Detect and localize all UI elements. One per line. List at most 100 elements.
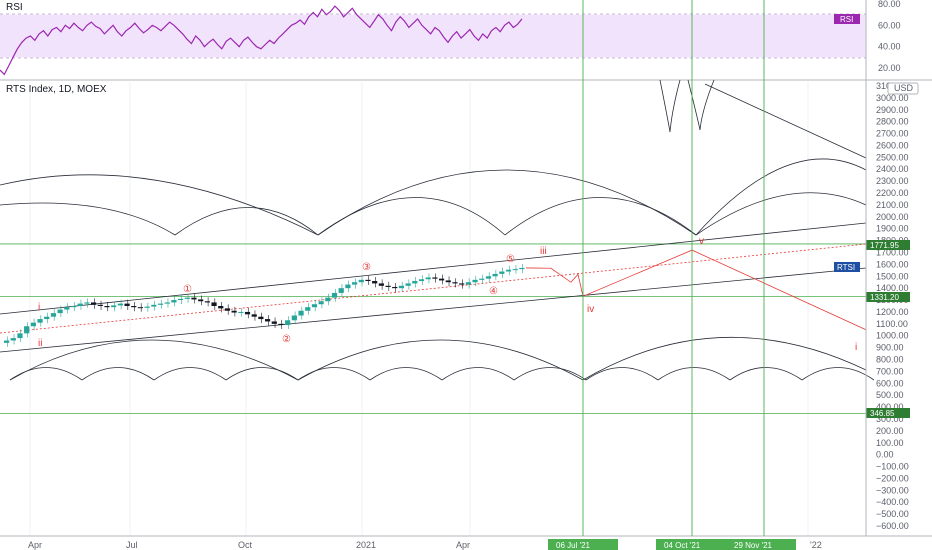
- candle-body: [238, 311, 244, 313]
- rtsi-badge: [834, 262, 860, 272]
- price-tick: 2000.00: [876, 212, 909, 222]
- price-tick: 2200.00: [876, 188, 909, 198]
- x-label-jul: Jul: [126, 540, 138, 550]
- candle-body: [325, 297, 331, 302]
- price-tick: 1500.00: [876, 271, 909, 281]
- wave-iii: iii: [540, 246, 547, 257]
- candle-body: [117, 303, 123, 306]
- level-badge-high-label: 1771.95: [870, 241, 899, 250]
- candle-body: [37, 319, 43, 323]
- candle-body: [224, 308, 231, 311]
- candle-body: [4, 340, 10, 343]
- candle-body: [50, 313, 57, 317]
- candle-body: [331, 292, 338, 298]
- candle-body: [111, 305, 117, 308]
- wave-v: v: [699, 236, 704, 247]
- price-candles: [4, 263, 525, 347]
- arc-lower-1: [9, 339, 299, 381]
- price-tick: 0.00: [876, 450, 894, 460]
- price-tick: 2900.00: [876, 105, 909, 115]
- candle-body: [291, 315, 297, 321]
- arc-top-2: [687, 79, 715, 131]
- candle-body: [358, 279, 364, 283]
- price-tick: 1200.00: [876, 307, 909, 317]
- x-label-oct: Oct: [238, 540, 253, 550]
- arc-small-row: [9, 367, 875, 381]
- candle-body: [191, 297, 197, 300]
- candle-body: [505, 269, 512, 272]
- price-tick: 1600.00: [876, 259, 909, 269]
- green-verticals: [582, 0, 765, 536]
- vertical-grid: [29, 82, 809, 536]
- x-label-22: '22: [810, 540, 822, 550]
- candle-body: [285, 320, 291, 326]
- candle-body: [131, 306, 137, 308]
- currency-badge[interactable]: [887, 82, 919, 95]
- candle-body: [91, 302, 97, 305]
- rsi-tick: 40.00: [878, 42, 901, 52]
- price-tick: 300.00: [876, 414, 904, 424]
- wave-5: ⑤: [506, 254, 515, 265]
- currency-label: USD: [894, 83, 914, 93]
- candle-body: [24, 326, 30, 334]
- candle-body: [492, 273, 498, 277]
- x-label-apr: Apr: [28, 540, 42, 550]
- candle-body: [412, 281, 418, 284]
- candle-body: [378, 283, 384, 286]
- candle-body: [77, 303, 83, 306]
- candle-body: [479, 278, 485, 280]
- wave-2: ②: [282, 334, 291, 345]
- price-tick: −500.00: [876, 509, 909, 519]
- candle-body: [198, 299, 204, 302]
- level-badge-low: [866, 408, 910, 418]
- arc-mid-5: [695, 192, 867, 236]
- level-badge-mid-label: 1331.20: [870, 293, 899, 302]
- channel-top: [0, 222, 867, 315]
- level-badge-high: [866, 240, 910, 250]
- candle-body: [418, 279, 425, 282]
- x-label-2021: 2021: [356, 540, 376, 550]
- candle-body: [57, 309, 63, 314]
- candle-body: [265, 319, 271, 322]
- candle-body: [178, 298, 184, 301]
- rsi-badge-label: RSI: [840, 15, 853, 24]
- arc-upper-1: [0, 174, 319, 236]
- candle-body: [104, 306, 110, 308]
- candle-body: [445, 280, 451, 283]
- candle-body: [385, 285, 391, 287]
- arc-lower-2: [297, 339, 584, 381]
- candle-body: [164, 302, 170, 304]
- date-tag-3-label: 29 Nov '21: [734, 541, 773, 550]
- price-tick: 1700.00: [876, 247, 909, 257]
- rsi-tick: 20.00: [878, 63, 901, 73]
- candle-body: [311, 304, 318, 308]
- arc-mid-3: [317, 197, 506, 236]
- arc-upper-3: [695, 158, 867, 236]
- horizontal-levels: [0, 243, 866, 414]
- candle-body: [64, 307, 70, 310]
- price-tick: −300.00: [876, 485, 909, 495]
- rsi-line: [0, 5, 523, 76]
- candle-body: [499, 271, 505, 274]
- level-badge-low-label: 346.85: [870, 409, 895, 418]
- rtsi-badge-label: RTSI: [837, 263, 855, 272]
- candle-body: [365, 279, 371, 282]
- price-axis: 3100.003000.002900.002800.002700.002600.…: [876, 81, 909, 531]
- arc-lower-3: [582, 337, 867, 381]
- price-tick: −200.00: [876, 473, 909, 483]
- candle-body: [439, 278, 445, 281]
- price-tick: 2600.00: [876, 140, 909, 150]
- price-tick: 1000.00: [876, 331, 909, 341]
- candle-body: [184, 297, 190, 299]
- candle-body: [204, 301, 210, 303]
- wave-4: ④: [489, 286, 498, 297]
- price-tick: 800.00: [876, 355, 904, 365]
- price-tick: 2700.00: [876, 129, 909, 139]
- candle-body: [70, 306, 77, 308]
- date-tag-1-label: 06 Jul '21: [556, 541, 591, 550]
- candle-body: [171, 300, 177, 303]
- arc-upper-2: [317, 169, 697, 236]
- wave-projection: [525, 249, 867, 331]
- price-tick: 200.00: [876, 426, 904, 436]
- candle-body: [231, 310, 237, 313]
